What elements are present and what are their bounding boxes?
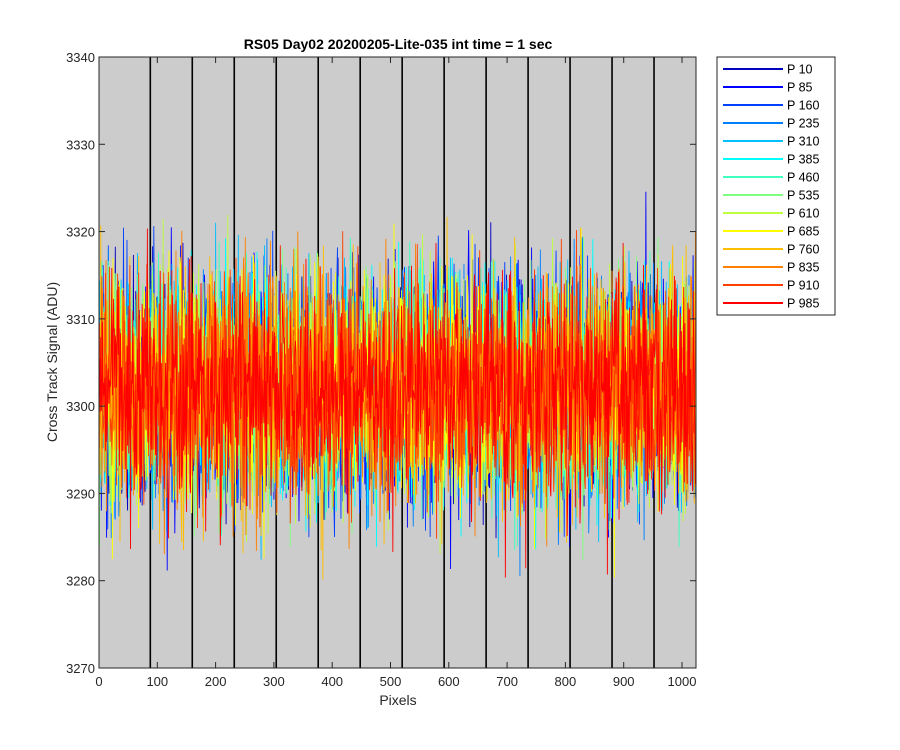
y-tick-label: 3280: [66, 574, 95, 589]
legend-entry-label: P 310: [787, 135, 819, 149]
legend-entry-label: P 385: [787, 153, 819, 167]
x-tick-label: 800: [555, 674, 577, 689]
legend-entry-label: P 985: [787, 297, 819, 311]
legend-box: [716, 56, 836, 316]
legend-entry-label: P 235: [787, 117, 819, 131]
series-group: [99, 191, 697, 580]
x-tick-label: 500: [380, 674, 402, 689]
x-tick-label: 300: [263, 674, 285, 689]
legend-entry-label: P 685: [787, 225, 819, 239]
x-tick-label: 400: [321, 674, 343, 689]
y-tick-label: 3310: [66, 312, 95, 327]
legend-entry-label: P 835: [787, 261, 819, 275]
x-tick-label: 200: [205, 674, 227, 689]
legend-entry-label: P 610: [787, 207, 819, 221]
y-axis: 3270 3280 3290 3300 3310 3320 3330 3340: [66, 50, 696, 676]
y-tick-label: 3340: [66, 50, 95, 65]
legend-entry-label: P 760: [787, 243, 819, 257]
x-axis: 0 100 200 300 400 500 600 700 800 900 1000: [95, 57, 696, 689]
y-tick-label: 3320: [66, 225, 95, 240]
x-tick-label: 1000: [668, 674, 697, 689]
legend: P 10 P 85 P 160 P 235 P 310 P 385 P 460 P 535 P …: [716, 56, 836, 316]
legend-entry-label: P 85: [787, 81, 813, 95]
x-tick-label: 700: [496, 674, 518, 689]
legend-entry-label: P 160: [787, 99, 819, 113]
x-tick-label: 0: [95, 674, 102, 689]
legend-entry-label: P 910: [787, 279, 819, 293]
legend-entry-label: P 460: [787, 171, 819, 185]
plot-frame: [98, 56, 697, 669]
chart-title: RS05 Day02 20200205-Lite-035 int time = …: [244, 36, 553, 52]
y-tick-label: 3330: [66, 137, 95, 152]
x-tick-label: 600: [438, 674, 460, 689]
x-tick-label: 900: [613, 674, 635, 689]
series-line-p985: [99, 228, 697, 578]
legend-entry-label: P 535: [787, 189, 819, 203]
x-tick-label: 100: [146, 674, 168, 689]
y-tick-label: 3300: [66, 399, 95, 414]
y-tick-label: 3270: [66, 661, 95, 676]
y-axis-label: Cross Track Signal (ADU): [44, 282, 60, 442]
y-tick-label: 3290: [66, 486, 95, 501]
x-axis-label: Pixels: [379, 692, 416, 708]
legend-entry-label: P 10: [787, 63, 813, 77]
